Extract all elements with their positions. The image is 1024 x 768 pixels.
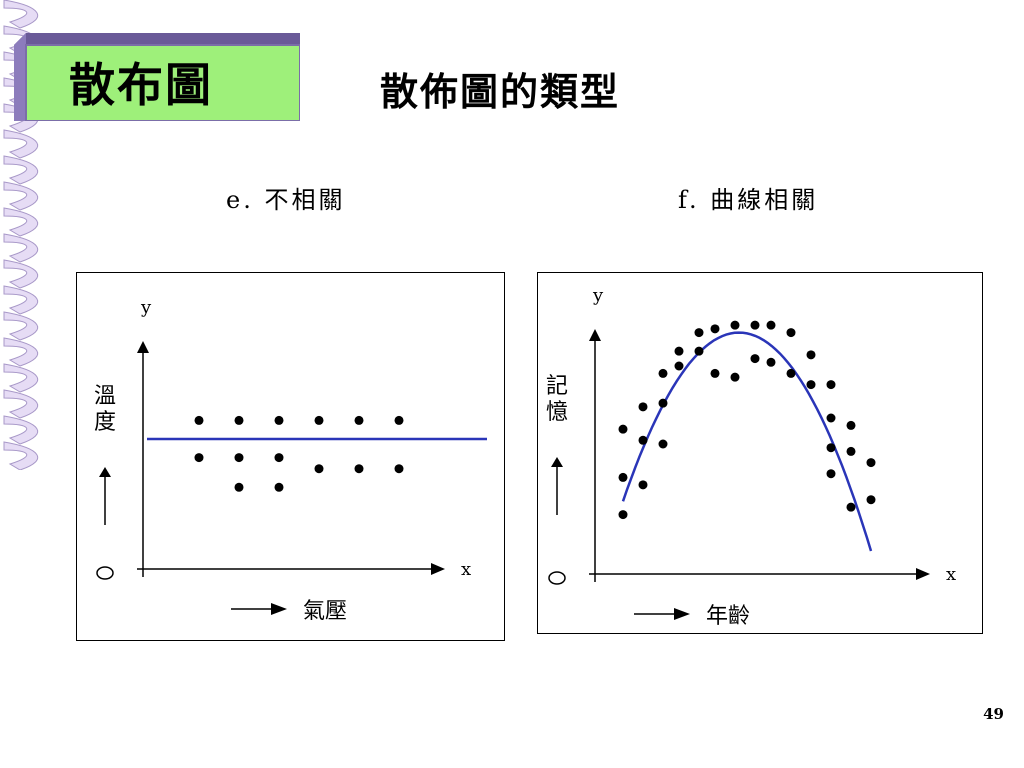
data-point <box>846 420 856 430</box>
ribbon-segment <box>3 415 39 445</box>
y-label-char: 憶 <box>546 400 568 425</box>
data-point <box>274 415 284 425</box>
data-point <box>786 368 796 378</box>
x-axis-arrow <box>431 563 445 575</box>
data-point <box>314 415 324 425</box>
page-title: 散佈圖的類型 <box>380 69 621 114</box>
data-point <box>314 464 324 474</box>
data-point <box>354 415 364 425</box>
ribbon-segment <box>3 441 39 470</box>
y-axis-arrow <box>137 341 149 353</box>
y-label-char: 記 <box>546 374 568 399</box>
ribbon-segment <box>3 207 39 237</box>
x-axis-arrow <box>916 568 930 580</box>
data-point <box>750 320 760 330</box>
data-point <box>846 502 856 512</box>
y-label-arrow-head <box>551 457 563 467</box>
data-point <box>234 482 244 492</box>
data-point <box>234 415 244 425</box>
page-number: 49 <box>983 705 1004 723</box>
ribbon-segment <box>3 181 39 211</box>
chart-f-panel: y x 記憶年齡 <box>537 272 983 634</box>
data-point <box>658 398 668 408</box>
data-point <box>658 439 668 449</box>
chart-f-title: f. 曲線相關 <box>678 186 819 214</box>
decorative-ribbon <box>3 0 39 470</box>
data-point <box>806 380 816 390</box>
x-label-arrow-head <box>271 603 287 615</box>
data-point <box>638 435 648 445</box>
data-point <box>826 469 836 479</box>
y-axis-letter: y <box>592 285 604 306</box>
ribbon-segment <box>3 0 39 29</box>
data-point <box>394 464 404 474</box>
y-axis-arrow <box>589 329 601 341</box>
data-point <box>710 368 720 378</box>
data-point <box>674 361 684 371</box>
data-point <box>694 328 704 338</box>
data-point <box>806 350 816 360</box>
data-point <box>638 480 648 490</box>
tag-box-shape <box>14 33 300 121</box>
data-point <box>710 324 720 334</box>
data-point <box>274 482 284 492</box>
ribbon-segment <box>3 389 39 419</box>
ribbon-segment <box>3 363 39 393</box>
data-point <box>866 495 876 505</box>
y-label-char: 度 <box>94 410 116 435</box>
section-tag-title: 散布圖 <box>69 58 213 112</box>
y-label-char: 溫 <box>94 384 116 409</box>
origin-label <box>548 571 566 585</box>
data-point <box>826 413 836 423</box>
data-point <box>658 368 668 378</box>
data-point <box>730 320 740 330</box>
ribbon-segment <box>3 155 39 185</box>
ribbon-segment <box>3 233 39 263</box>
x-axis-letter: x <box>946 564 956 585</box>
data-point <box>194 415 204 425</box>
data-point <box>618 472 628 482</box>
data-point <box>766 320 776 330</box>
data-point <box>394 415 404 425</box>
x-label-arrow-head <box>674 608 690 620</box>
data-point <box>846 446 856 456</box>
data-point <box>638 402 648 412</box>
data-point <box>826 443 836 453</box>
data-point <box>674 346 684 356</box>
x-label: 年齡 <box>706 604 750 629</box>
data-point <box>618 424 628 434</box>
data-point <box>730 372 740 382</box>
section-tag <box>14 33 300 121</box>
ribbon-segment <box>3 259 39 289</box>
ribbon-segment <box>3 311 39 341</box>
data-point <box>786 328 796 338</box>
ribbon-segment <box>3 129 39 159</box>
data-point <box>618 510 628 520</box>
data-point <box>194 453 204 463</box>
chart-e-panel: y x 溫度氣壓 <box>76 272 505 641</box>
x-label: 氣壓 <box>303 599 347 624</box>
data-point <box>274 453 284 463</box>
ribbon-segment <box>3 285 39 315</box>
y-label-arrow-head <box>99 467 111 477</box>
data-point <box>694 346 704 356</box>
data-point <box>354 464 364 474</box>
data-point <box>866 458 876 468</box>
origin-label <box>96 566 114 580</box>
chart-e-title: e. 不相關 <box>226 186 346 214</box>
data-point <box>234 453 244 463</box>
data-point <box>750 354 760 364</box>
y-axis-letter: y <box>140 297 152 318</box>
data-point <box>826 380 836 390</box>
ribbon-segment <box>3 337 39 367</box>
data-point <box>766 357 776 367</box>
x-axis-letter: x <box>461 559 471 580</box>
